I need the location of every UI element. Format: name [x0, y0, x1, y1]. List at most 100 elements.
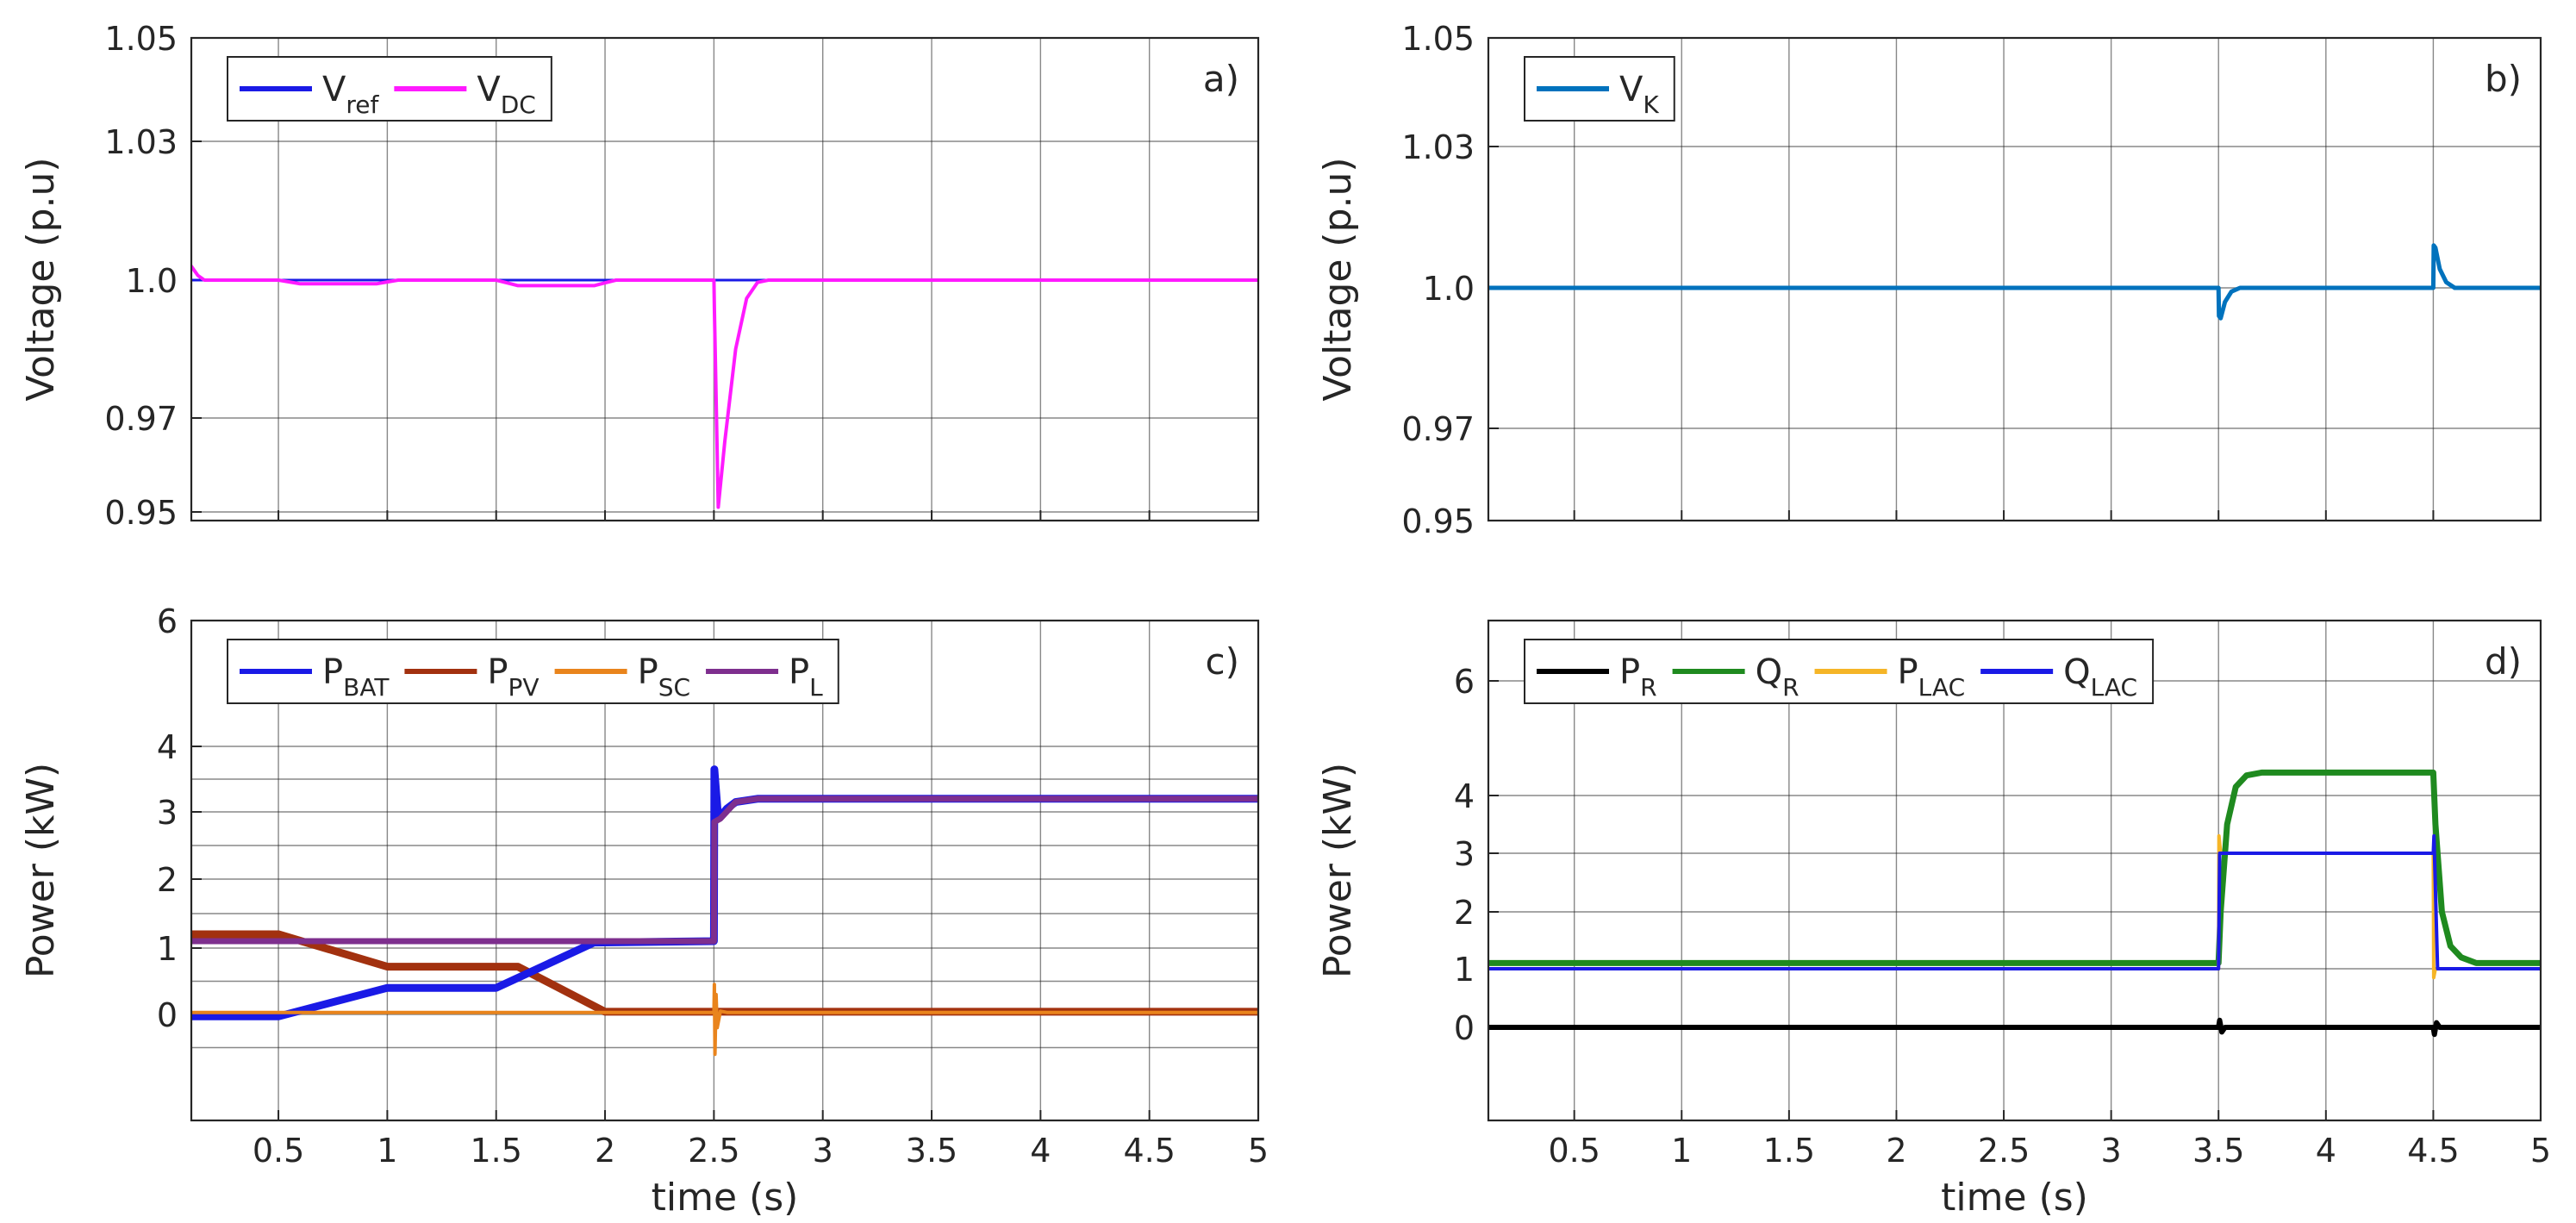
y-tick-label: 0	[1454, 1009, 1475, 1047]
x-tick-label: 0.5	[253, 1132, 304, 1170]
legend-name: P	[1619, 652, 1640, 692]
panel-b: 0.95 0.97 1.0 1.03 1.05 b) Voltage (p.u) VK	[1316, 20, 2542, 540]
series-line-d-q-r	[1488, 769, 2541, 966]
legend-entry: Vref	[322, 70, 379, 119]
x-tick-label: 5	[2530, 1132, 2551, 1170]
axes-frame	[190, 619, 1260, 1122]
x-tick-label: 3	[813, 1132, 833, 1170]
legend-name: Q	[2063, 652, 2090, 692]
legend-name: P	[487, 652, 508, 692]
y-tick-label: 6	[157, 602, 178, 640]
y-tick-label: 1.0	[126, 262, 178, 300]
y-tick-label: 1.03	[1401, 128, 1475, 166]
x-tick-label: 1	[1671, 1132, 1692, 1170]
x-tick-label: 4	[2316, 1132, 2336, 1170]
series-line-c-p-sc	[191, 983, 1258, 1057]
legend-entry: QLAC	[2063, 652, 2137, 702]
panel-c: 0.5 1 1.5 2 2.5 3 3.5 4 4.5 5 0 1 2 3 4 6 c) Power (kW) ti…	[19, 602, 1269, 1220]
legend: PBAT PPV PSC PL	[227, 639, 839, 704]
y-tick-label: 3	[157, 794, 178, 832]
x-tick-label: 2.5	[688, 1132, 739, 1170]
series-line-b-v-k	[1488, 243, 2541, 321]
x-tick-label: 4.5	[1123, 1132, 1175, 1170]
y-axis-label: Voltage (p.u)	[1316, 157, 1360, 401]
series-line-c-p-l	[191, 796, 1258, 945]
y-tick-label: 4	[1454, 777, 1475, 815]
legend-entry: PL	[789, 652, 823, 702]
legend-name: P	[789, 652, 809, 692]
x-tick-label: 1	[377, 1132, 397, 1170]
y-axis-label: Power (kW)	[1316, 763, 1360, 978]
y-tick-label: 3	[1454, 835, 1475, 873]
y-axis-label: Voltage (p.u)	[19, 157, 63, 401]
y-tick-label: 0.95	[1401, 502, 1475, 540]
panel-d: 0.5 1 1.5 2 2.5 3 3.5 4 4.5 5 0 1 2 3 4 6 d) Power (kW) ti…	[1316, 619, 2551, 1220]
y-tick-label: 1	[157, 930, 178, 968]
legend-name: Q	[1756, 652, 1782, 692]
panel-a: 0.950.971.01.031.05a)Voltage (p.u)Vref VD…	[19, 20, 1260, 532]
series-line-d-q-lac	[1488, 833, 2541, 970]
axes-frame	[190, 36, 1260, 522]
legend-subscript: L	[809, 673, 823, 702]
y-tick-label: 1.05	[1401, 20, 1475, 58]
legend-name: P	[322, 652, 343, 692]
x-axis-label: time (s)	[1941, 1176, 2088, 1220]
x-tick-label: 3	[2101, 1132, 2122, 1170]
legend-name: V	[1619, 70, 1644, 109]
legend-name: P	[1898, 652, 1918, 692]
legend-subscript: R	[1640, 673, 1656, 702]
panel-label: d)	[2485, 640, 2522, 683]
legend-name: V	[477, 70, 501, 109]
x-tick-label: 4	[1030, 1132, 1051, 1170]
legend-name: V	[322, 70, 346, 109]
legend-entry: VK	[1619, 70, 1659, 119]
legend-entry: PSC	[638, 652, 690, 702]
y-tick-label: 1.0	[1423, 270, 1475, 308]
y-tick-label: 1.03	[104, 123, 178, 161]
legend-entry: PBAT	[322, 652, 390, 702]
x-axis-label: time (s)	[652, 1176, 799, 1220]
y-tick-label: 0.97	[1401, 410, 1475, 448]
y-tick-label: 0.95	[104, 494, 178, 532]
x-tick-label: 3.5	[2192, 1132, 2244, 1170]
x-tick-label: 1.5	[1763, 1132, 1815, 1170]
y-tick-label: 4	[157, 728, 178, 766]
panel-label: b)	[2485, 58, 2522, 100]
legend: PR QR PLAC QLAC	[1524, 639, 2155, 704]
y-tick-label: 2	[1454, 894, 1475, 932]
y-tick-label: 6	[1454, 663, 1475, 701]
series-line-a-v-dc	[191, 264, 1258, 509]
y-tick-label: 1.05	[104, 20, 178, 58]
panel-label: c)	[1206, 640, 1239, 683]
legend-subscript: PV	[508, 673, 540, 702]
y-tick-label: 2	[157, 861, 178, 899]
legend-subscript: LAC	[2091, 673, 2137, 702]
y-tick-label: 1	[1454, 951, 1475, 989]
legend: VK	[1524, 56, 1675, 122]
y-tick-label: 0.97	[104, 400, 178, 438]
axes-frame	[1487, 36, 2542, 522]
x-tick-label: 2	[1886, 1132, 1906, 1170]
legend-subscript: ref	[346, 90, 379, 119]
legend: Vref VDC	[227, 56, 552, 122]
legend-subscript: SC	[658, 673, 690, 702]
legend-subscript: LAC	[1918, 673, 1965, 702]
series-line-d-p-r	[1488, 1017, 2541, 1038]
legend-subscript: DC	[501, 90, 536, 119]
x-tick-label: 1.5	[470, 1132, 521, 1170]
legend-entry: PR	[1619, 652, 1657, 702]
legend-entry: PLAC	[1898, 652, 1966, 702]
legend-entry: VDC	[477, 70, 536, 119]
legend-subscript: R	[1782, 673, 1799, 702]
x-tick-label: 4.5	[2407, 1132, 2459, 1170]
x-tick-label: 0.5	[1548, 1132, 1600, 1170]
legend-entry: QR	[1756, 652, 1799, 702]
legend-subscript: K	[1643, 90, 1659, 119]
y-tick-label: 0	[157, 996, 178, 1034]
legend-name: P	[638, 652, 658, 692]
x-tick-label: 3.5	[906, 1132, 957, 1170]
x-tick-label: 2	[595, 1132, 615, 1170]
legend-subscript: BAT	[343, 673, 390, 702]
panel-label: a)	[1203, 58, 1239, 100]
